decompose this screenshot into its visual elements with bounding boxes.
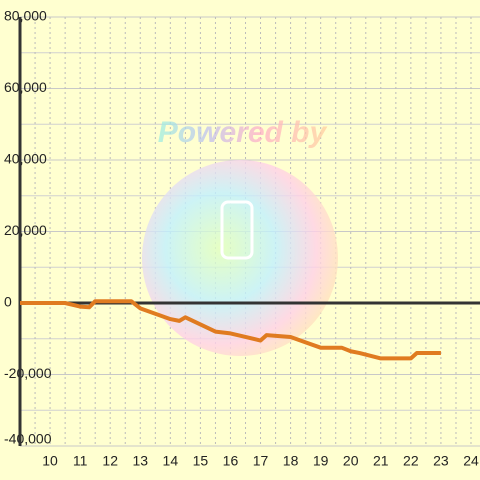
y-tick-label: 20,000 bbox=[4, 222, 47, 238]
x-tick-label: 15 bbox=[193, 453, 209, 469]
x-tick-label: 10 bbox=[42, 453, 58, 469]
x-tick-label: 17 bbox=[253, 453, 269, 469]
x-tick-label: 13 bbox=[132, 453, 148, 469]
x-tick-label: 12 bbox=[102, 453, 118, 469]
grid bbox=[20, 16, 480, 447]
x-tick-label: 23 bbox=[433, 453, 449, 469]
y-tick-label: -20,000 bbox=[4, 365, 52, 381]
x-tick-label: 21 bbox=[373, 453, 389, 469]
plot: -40,000 -20,000 0 20,000 40,000 60,000 80,000 1… bbox=[4, 8, 480, 469]
x-tick-label: 20 bbox=[343, 453, 359, 469]
y-tick-label: 0 bbox=[4, 294, 12, 310]
x-tick-label: 14 bbox=[163, 453, 179, 469]
y-tick-label: -40,000 bbox=[4, 431, 52, 447]
y-tick-label: 60,000 bbox=[4, 79, 47, 95]
watermark: Powered by bbox=[158, 116, 328, 149]
x-tick-label: 19 bbox=[313, 453, 329, 469]
watermark-icon bbox=[220, 200, 254, 260]
x-tick-label: 11 bbox=[73, 453, 88, 469]
x-tick-label: 18 bbox=[283, 453, 299, 469]
data-line bbox=[20, 299, 441, 361]
x-tick-label: 16 bbox=[223, 453, 239, 469]
x-tick-label: 22 bbox=[403, 453, 419, 469]
y-tick-label: 40,000 bbox=[4, 151, 47, 167]
x-tick-label: 24 bbox=[463, 453, 479, 469]
y-tick-label: 80,000 bbox=[4, 8, 47, 24]
